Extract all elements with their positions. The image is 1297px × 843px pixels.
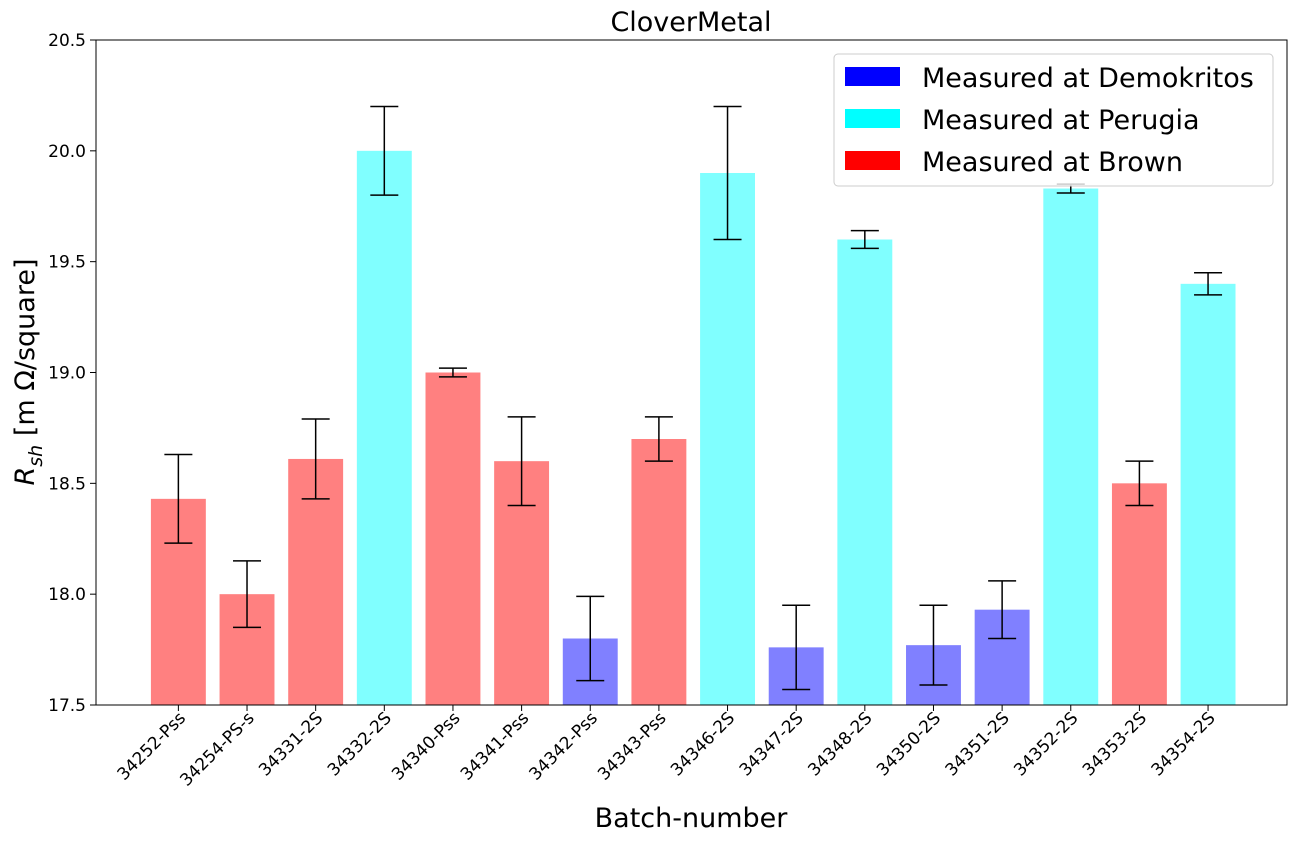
y-axis: 17.5 18.0 18.5 19.0 19.5 20.0 20.5 <box>48 31 96 716</box>
x-tick-label-34347-2S: 34347-2S <box>736 708 808 780</box>
x-tick-label-34340-Pss: 34340-Pss <box>388 708 464 784</box>
legend-swatch-demokritos <box>845 67 900 86</box>
x-tick-label-34353-2S: 34353-2S <box>1079 708 1151 780</box>
x-tick-label-34342-Pss: 34342-Pss <box>525 708 601 784</box>
x-axis-label: Batch-number <box>595 803 789 834</box>
y-tick-label-20.0: 20.0 <box>48 142 86 162</box>
legend-swatch-perugia <box>845 109 900 128</box>
y-tick-label-17.5: 17.5 <box>48 696 86 716</box>
y-axis-label: Rsh [m Ω/square] <box>10 259 47 486</box>
x-tick-label-34348-2S: 34348-2S <box>804 708 876 780</box>
bar-34353-2S <box>1111 483 1167 705</box>
x-tick-label-34350-2S: 34350-2S <box>873 708 945 780</box>
bar-34346-2S <box>700 173 755 705</box>
legend: Measured at Demokritos Measured at Perug… <box>833 53 1274 187</box>
bar-34354-2S <box>1180 283 1236 705</box>
y-tick-label-18.5: 18.5 <box>48 474 86 494</box>
bar-34343-Pss <box>631 439 687 705</box>
legend-label-brown: Measured at Brown <box>922 147 1183 178</box>
chart-title: CloverMetal <box>610 7 771 38</box>
bar-34331-2S <box>288 458 344 705</box>
bar-34348-2S <box>837 239 893 705</box>
bars-layer <box>150 150 1236 706</box>
legend-label-perugia: Measured at Perugia <box>922 105 1200 136</box>
y-axis-label-main: R <box>10 467 41 486</box>
y-tick-label-20.5: 20.5 <box>48 31 86 51</box>
bar-34352-2S <box>1043 188 1099 705</box>
y-tick-label-19.5: 19.5 <box>48 253 86 273</box>
x-tick-label-34343-Pss: 34343-Pss <box>594 708 670 784</box>
legend-label-demokritos: Measured at Demokritos <box>922 63 1254 94</box>
x-tick-label-34332-2S: 34332-2S <box>324 708 396 780</box>
x-tick-label-34341-Pss: 34341-Pss <box>457 708 533 784</box>
bar-34340-Pss <box>425 372 481 705</box>
y-axis-label-unit: [m Ω/square] <box>10 259 41 445</box>
bar-34332-2S <box>356 150 412 706</box>
x-tick-label-34254-PS-s: 34254-PS-s <box>176 708 258 790</box>
x-tick-label-34352-2S: 34352-2S <box>1010 708 1082 780</box>
legend-frame <box>833 53 1274 187</box>
x-tick-label-34351-2S: 34351-2S <box>942 708 1014 780</box>
x-axis: 34252-Pss34254-PS-s34331-2S34332-2S34340… <box>114 705 1220 791</box>
legend-swatch-brown <box>845 151 900 170</box>
x-tick-label-34346-2S: 34346-2S <box>667 708 739 780</box>
y-axis-label-sub: sh <box>25 445 47 467</box>
x-tick-label-34354-2S: 34354-2S <box>1148 708 1220 780</box>
y-tick-label-19.0: 19.0 <box>48 364 86 384</box>
error-bars-layer <box>164 105 1223 691</box>
x-tick-label-34331-2S: 34331-2S <box>255 708 327 780</box>
y-tick-label-18.0: 18.0 <box>48 585 86 605</box>
